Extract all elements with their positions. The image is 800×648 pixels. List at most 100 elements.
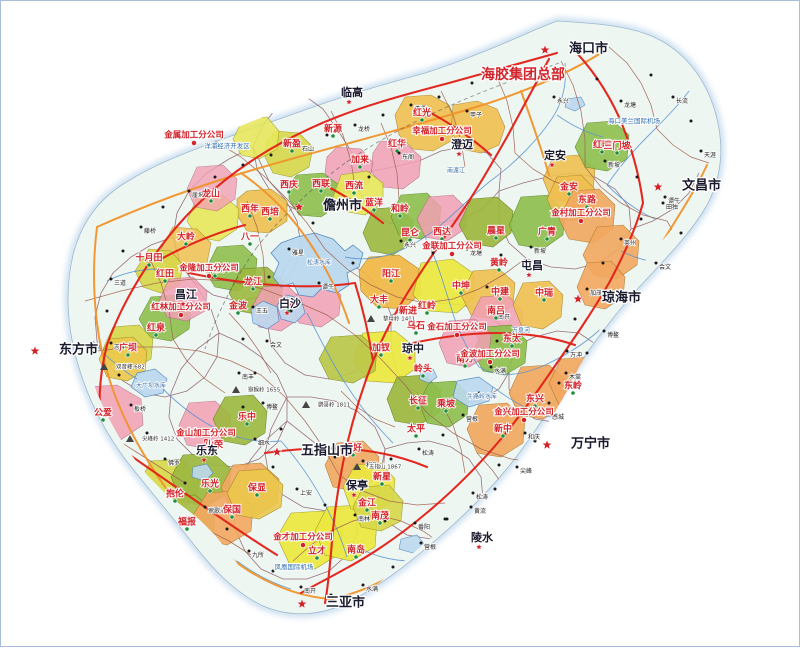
corporation-label[interactable]: 金兴加工分公司 [492,405,555,418]
headquarters-label[interactable]: 海胶集团总部 [480,65,567,85]
corporation-label[interactable]: 金山加工分公司 [174,426,237,439]
town-label: 水满 [494,367,506,375]
town-labels: 长流永兴龙塘新坡谭牛会文博鳌木棠和庆松涛营根水满南开九所莺歌海佛罗板桥志仲三道藤… [113,66,716,595]
farm-dot [379,481,385,487]
town-dot [361,459,365,463]
town-label: 永兴 [557,97,569,105]
peak-label: 尖峰岭 1412 [142,435,174,443]
town-dot [145,431,149,435]
town-label: 营根 [466,415,478,423]
town-label: 龙塘 [624,101,636,109]
farm-dot [286,189,292,195]
farm-dot [162,278,168,284]
town-label: 石山 [302,145,314,153]
town-dot [311,221,315,225]
city-label: 五指山市 [301,443,353,459]
town-dot [493,487,497,491]
corporation-label[interactable]: 金才加工分公司 [271,530,334,543]
town-dot [409,103,413,107]
town-label: 龙塘 [470,249,482,257]
farm-dot [184,526,190,532]
city-star-icon [652,181,664,192]
farm-label: 红田 [156,268,174,280]
farm-dot [378,352,384,358]
town-dot [511,65,515,69]
corporation-label[interactable]: 红林加工分公司 [150,300,212,313]
corporation-dot [178,312,184,318]
corporation-label[interactable]: 金石加工分公司 [425,320,488,333]
farm-dot [330,133,336,139]
city-star-icon [293,201,305,212]
town-dot [271,465,275,469]
town-dot [465,247,469,251]
farm-dot [357,164,363,170]
farm-dot [212,273,218,279]
town-dot [547,401,551,405]
farm-dot [584,204,590,210]
farm-label: 保国 [222,504,241,516]
corporation-label[interactable]: 金属加工分公司 [162,128,225,141]
town-label: 水满 [366,585,378,593]
town-dot [627,299,631,303]
farm-dot [614,150,620,156]
town-dot [139,225,143,229]
town-label: 细水 [258,439,270,447]
farm-label: 龙山 [201,188,220,200]
farm-dot [229,514,235,520]
farm-dot [314,555,320,561]
town-label: 南丰 [242,373,254,381]
farm-label: 畅好 [344,442,362,454]
corporation-label[interactable]: 金联加工分公司 [420,239,483,252]
farm-dot [125,352,131,358]
farm-label: 中坤 [452,280,470,292]
farm-dot [415,405,421,411]
town-dot [699,149,703,153]
county-label: 屯昌 [521,258,543,272]
corporation-dot [191,140,197,146]
town-dot [647,119,651,123]
town-dot [241,405,245,409]
town-dot [585,351,589,355]
farm-label: 南岛 [347,544,365,556]
rivers [92,62,690,590]
farm-label: 南茂 [371,510,389,522]
town-dot [241,163,245,167]
town-dot [323,503,327,507]
town-dot [557,381,561,385]
corporation-labels[interactable]: 金属加工分公司 幸福加工分公司金联加工分公司金隆加工分公司红林加工分公司金石加工分… [150,124,612,543]
farm-dot [419,117,425,123]
corporation-dot [439,136,445,142]
farm-label: 东路 [578,194,597,206]
town-label: 加茂 [590,289,602,297]
farm-label: 新源 [324,123,342,135]
town-dot [529,245,533,249]
farm-label: 白沙 [279,298,297,310]
farm-label: 大岭 [177,231,195,243]
town-dot [499,253,503,257]
farm-label: 八一 [240,232,259,243]
county-label: 乐东 [196,443,218,457]
corporation-label[interactable]: 金隆加工分公司 [177,261,240,274]
town-dot [564,371,568,375]
town-dot [203,505,207,509]
farm-dot [267,216,273,222]
town-dot [443,517,447,521]
farm-dot [496,267,502,273]
farm-label: 十月田 [135,252,162,264]
corporation-label[interactable]: 幸福加工分公司 [411,124,473,137]
corporation-label[interactable]: 金波加工分公司 [458,347,521,360]
corporation-label[interactable]: 金村加工分公司 [549,206,612,219]
city-star-icon [296,598,308,609]
town-dot [635,175,639,179]
town-dot [601,261,605,265]
town-dot [253,371,257,375]
zone-label: 海口美兰国际机场 [608,116,661,125]
farm-dot [532,403,538,409]
peak-label: 鹦哥岭 1811 [318,401,350,409]
farm-dot [353,554,359,560]
town-dot [619,99,623,103]
corporation-dot [203,438,209,444]
